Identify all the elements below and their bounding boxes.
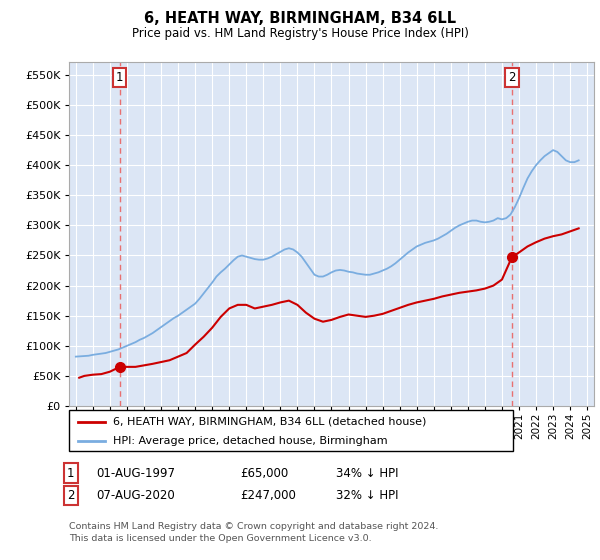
Text: 6, HEATH WAY, BIRMINGHAM, B34 6LL (detached house): 6, HEATH WAY, BIRMINGHAM, B34 6LL (detac…: [113, 417, 427, 427]
Text: £247,000: £247,000: [240, 489, 296, 502]
FancyBboxPatch shape: [69, 410, 513, 451]
Text: Price paid vs. HM Land Registry's House Price Index (HPI): Price paid vs. HM Land Registry's House …: [131, 27, 469, 40]
Text: 1: 1: [67, 466, 74, 480]
Text: 07-AUG-2020: 07-AUG-2020: [96, 489, 175, 502]
Text: 2: 2: [508, 71, 515, 83]
Text: 32% ↓ HPI: 32% ↓ HPI: [336, 489, 398, 502]
Text: 34% ↓ HPI: 34% ↓ HPI: [336, 466, 398, 480]
Text: £65,000: £65,000: [240, 466, 288, 480]
Text: 2: 2: [67, 489, 74, 502]
Text: 1: 1: [116, 71, 124, 83]
Text: HPI: Average price, detached house, Birmingham: HPI: Average price, detached house, Birm…: [113, 436, 388, 446]
Text: Contains HM Land Registry data © Crown copyright and database right 2024.
This d: Contains HM Land Registry data © Crown c…: [69, 522, 439, 543]
Text: 01-AUG-1997: 01-AUG-1997: [96, 466, 175, 480]
Text: 6, HEATH WAY, BIRMINGHAM, B34 6LL: 6, HEATH WAY, BIRMINGHAM, B34 6LL: [144, 11, 456, 26]
